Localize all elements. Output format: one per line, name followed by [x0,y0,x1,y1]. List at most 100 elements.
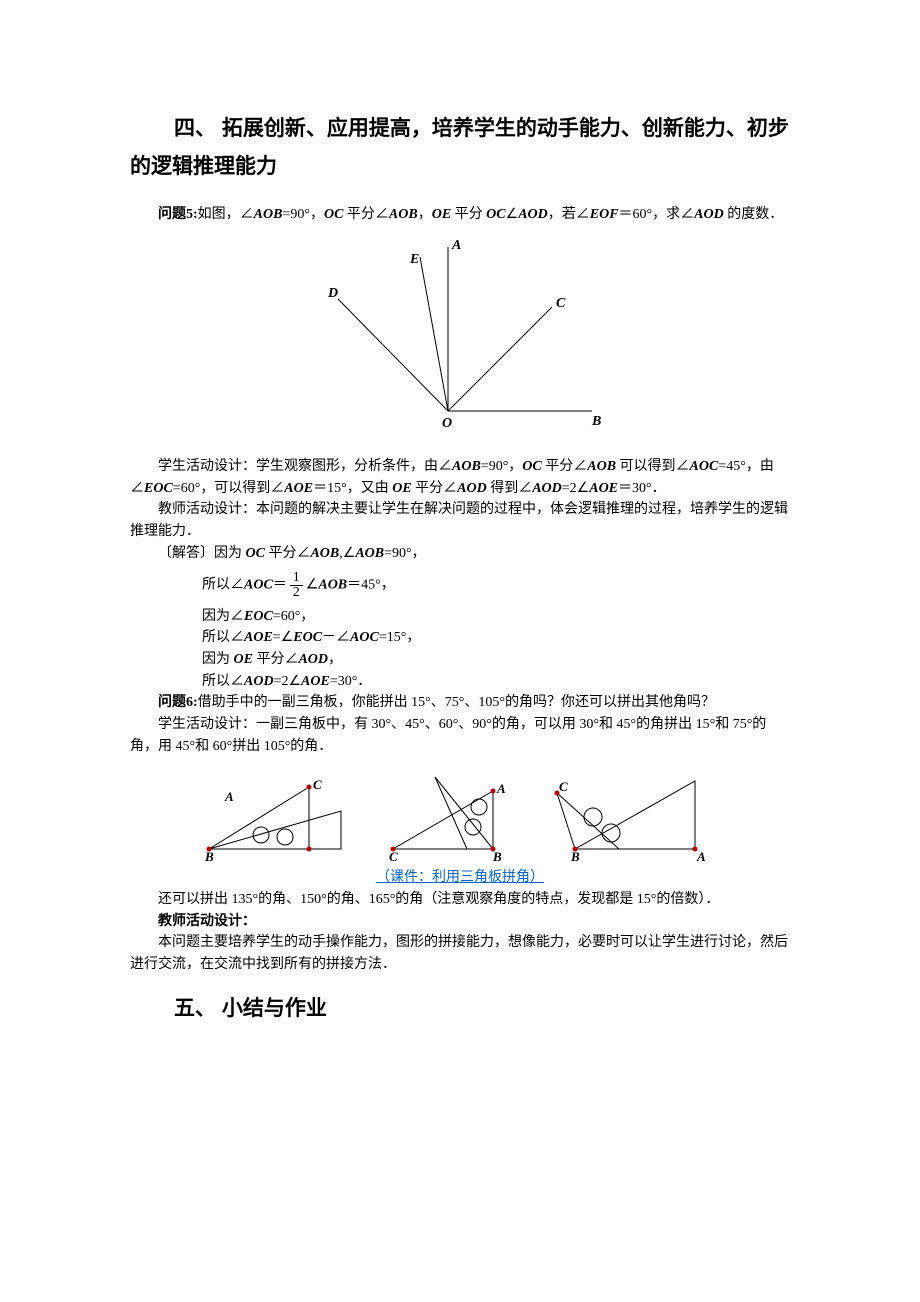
sa-k: ＝30°． [618,481,666,496]
sol1a: 因为 [214,546,246,561]
triangle-75deg: A B C [375,771,525,861]
document-page: 四、 拓展创新、应用提高，培养学生的动手能力、创新能力、初步的逻辑推理能力 问题… [0,0,920,1302]
solution-label: 〔解答〕 [158,546,214,561]
sol5c: ， [328,652,342,667]
sa-aoc: AOC [690,459,719,474]
fraction-half: 12 [290,571,303,600]
sa-oc: OC [522,459,541,474]
svg-text:A: A [496,781,506,796]
sol-aoe: AOE [244,630,273,645]
sol4d: =15°， [379,630,421,645]
sym-aob-2: AOB [389,207,418,222]
q5-i: 的度数． [724,207,784,222]
sol-eoc2: EOC [293,630,322,645]
sol2c: ∠ [306,577,319,592]
sol-aod: AOD [298,652,328,667]
sa-g: ＝15°，又由 [313,481,392,496]
q5-d: ， [418,207,432,222]
sol3b: =60°， [273,609,315,624]
section-4-heading: 四、 拓展创新、应用提高，培养学生的动手能力、创新能力、初步的逻辑推理能力 [130,110,790,186]
svg-text:O: O [442,416,452,431]
sa-c: 平分∠ [542,459,588,474]
sol3a: 因为∠ [202,609,244,624]
sol1b: 平分∠ [265,546,311,561]
sol-eoc: EOC [244,609,273,624]
sa-aoe: AOE [284,481,313,496]
triangle-15deg: A B C [201,771,351,861]
svg-text:D: D [327,286,338,301]
teacher-activity-2: 本问题主要培养学生的动手操作能力，图形的拼接能力，想像能力，必要时可以让学生进行… [130,932,790,975]
sa-j: =2∠ [562,481,589,496]
sol6b: =2∠ [274,674,301,689]
q5-h: ＝60°，求∠ [619,207,695,222]
sa-b: =90°， [481,459,523,474]
sol6c: =30°． [330,674,372,689]
sol6a: 所以∠ [202,674,244,689]
sol-aod2: AOD [244,674,274,689]
solution-indented: 所以∠AOC＝12∠AOB＝45°， 因为∠EOC=60°， 所以∠AOE=∠E… [202,571,790,693]
student-activity-2: 学生活动设计：一副三角板中，有 30°、45°、60°、90°的角，可以用 30… [130,714,790,757]
sol-aob2: AOB [355,546,384,561]
sym-oe: OE [432,207,451,222]
question-6-label: 问题6: [158,695,198,710]
figure-angle-diagram: A C B E D O [130,237,790,442]
solution-line-1: 〔解答〕因为 OC 平分∠AOB,∠AOB=90°， [130,543,790,565]
svg-text:A: A [224,789,234,804]
sol2d: ＝45°， [347,577,395,592]
sym-oc-2: OC [486,207,505,222]
sol1d: =90°， [384,546,426,561]
sol5b: 平分∠ [253,652,299,667]
sol4a: 所以∠ [202,630,244,645]
sa-aob: AOB [452,459,481,474]
svg-text:B: B [591,414,601,429]
figure-triangle-combos: A B C A B C [130,771,790,861]
sa-aod2: AOD [532,481,562,496]
q5-c: 平分∠ [343,207,389,222]
courseware-link[interactable]: （课件：利用三角板拼角） [376,870,544,885]
sol4c: －∠ [322,630,350,645]
sa-eoc: EOC [144,481,173,496]
sa-f: =60°，可以得到∠ [173,481,285,496]
sol1c: ,∠ [339,546,355,561]
svg-text:A: A [696,849,706,861]
sym-aob: AOB [254,207,283,222]
svg-text:E: E [409,252,419,267]
question-6: 问题6:借助手中的一副三角板，你能拼出 15°、75°、105°的角吗？你还可以… [130,692,790,714]
sa-oe: OE [392,481,411,496]
section-5-heading: 五、 小结与作业 [130,990,790,1028]
sol-aoc2: AOC [350,630,379,645]
svg-text:B: B [570,849,580,861]
angle-diagram-svg: A C B E D O [300,237,620,433]
sym-aod: AOD [518,207,548,222]
teacher-activity-2-label: 教师活动设计： [130,911,790,933]
svg-text:C: C [389,849,398,861]
svg-text:B: B [204,849,214,861]
q5-e: 平分 [451,207,486,222]
q5-f: ∠ [506,207,519,222]
svg-text:C: C [556,296,566,311]
sol-oc: OC [246,546,265,561]
sa-i: 得到∠ [487,481,533,496]
q5-g: ，若∠ [548,207,590,222]
student-activity-1: 学生活动设计：学生观察图形，分析条件，由∠AOB=90°，OC 平分∠AOB 可… [130,456,790,499]
sol-aob3: AOB [318,577,347,592]
teacher-activity-1: 教师活动设计：本问题的解决主要让学生在解决问题的过程中，体会逻辑推理的过程，培养… [130,499,790,542]
sa-h: 平分∠ [412,481,458,496]
courseware-link-line: （课件：利用三角板拼角） [130,867,790,889]
sym-oc: OC [324,207,343,222]
q5-a: 如图，∠ [198,207,254,222]
sol4b: =∠ [273,630,293,645]
sym-aod-2: AOD [694,207,724,222]
q5-b: =90°， [282,207,324,222]
sol2a: 所以∠ [202,577,244,592]
sa-aob2: AOB [587,459,616,474]
question-5-label: 问题5: [158,207,198,222]
svg-text:A: A [451,238,461,253]
question-5: 问题5:如图，∠AOB=90°，OC 平分∠AOB，OE 平分 OC∠AOD，若… [130,204,790,226]
triangle-105deg: C B A [549,771,719,861]
svg-text:B: B [492,849,502,861]
q6-text: 借助手中的一副三角板，你能拼出 15°、75°、105°的角吗？你还可以拼出其他… [198,695,715,710]
svg-text:C: C [313,777,322,792]
sa-aoe2: AOE [589,481,618,496]
sa-d: 可以得到∠ [616,459,690,474]
